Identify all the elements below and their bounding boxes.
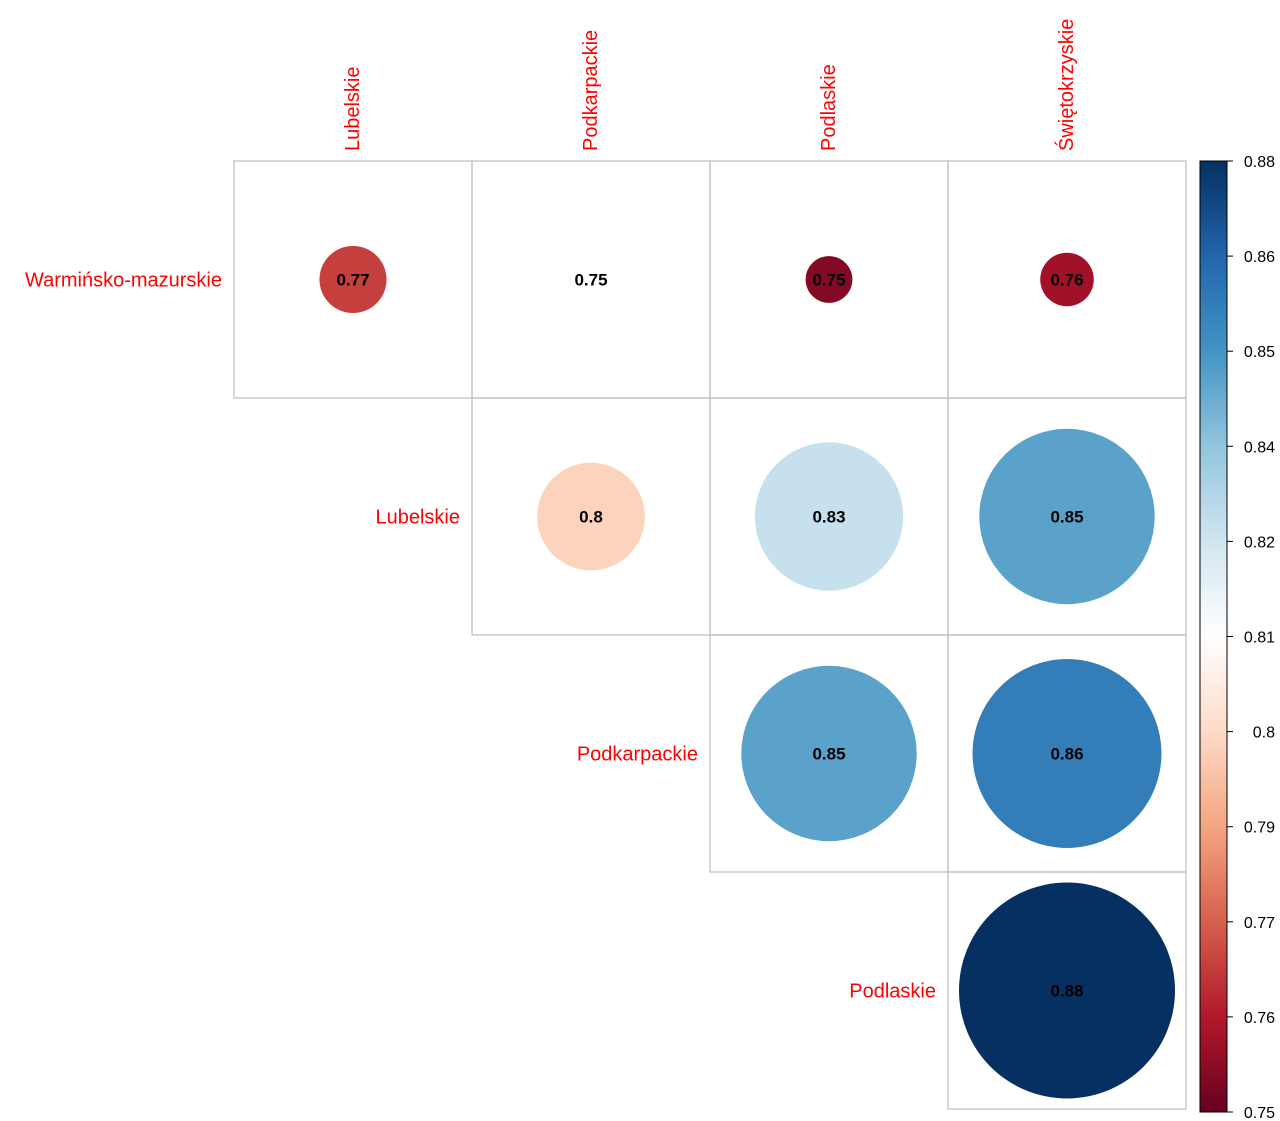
legend-tick-label: 0.79 <box>1244 820 1275 837</box>
value-label: 0.75 <box>574 271 607 290</box>
value-label: 0.83 <box>812 508 845 527</box>
legend-tick-label: 0.77 <box>1244 915 1275 932</box>
row-label: Warmińsko-mazurskie <box>25 270 222 292</box>
legend-tick-label: 0.8 <box>1253 725 1275 742</box>
value-label: 0.85 <box>1050 508 1083 527</box>
correlation-circle <box>805 256 853 303</box>
column-label: Lubelskie <box>342 66 364 151</box>
row-label: Lubelskie <box>375 507 460 529</box>
correlation-circle <box>537 462 645 571</box>
correlation-circle <box>741 665 917 842</box>
correlation-circle <box>1040 252 1094 307</box>
value-label: 0.85 <box>812 745 845 764</box>
cell-layer: 0.77 0.75 0.75 0.76 0.8 0.83 0.85 0.85 0.86 0.88 <box>233 160 1187 1110</box>
legend-tick-label: 0.85 <box>1244 344 1275 361</box>
value-label: 0.77 <box>336 271 369 290</box>
color-scale-bar <box>1199 160 1228 1113</box>
value-label: 0.8 <box>579 508 603 527</box>
row-labels: Warmińsko-mazurskie Lubelskie Podkarpackie… <box>25 270 936 1003</box>
cell-0-1: 0.75 <box>471 160 711 399</box>
column-labels: Lubelskie Podkarpackie Podlaskie Świętokrzy… <box>342 19 1078 151</box>
row-label: Podlaskie <box>849 981 936 1003</box>
correlation-circle <box>319 245 387 314</box>
color-legend: 0.75 0.76 0.77 0.79 0.8 0.81 0.82 0.84 0.85 0.86 0… <box>1199 154 1275 1121</box>
legend-tick-label: 0.82 <box>1244 534 1275 551</box>
legend-tick-label: 0.75 <box>1244 1105 1275 1121</box>
correlation-circle <box>959 882 1175 1099</box>
legend-tick-label: 0.86 <box>1244 249 1275 266</box>
cell-0-2: 0.75 <box>709 160 949 399</box>
value-label: 0.88 <box>1050 982 1083 1001</box>
row-label: Podkarpackie <box>577 744 698 766</box>
cell-2-2: 0.85 <box>709 634 949 873</box>
correlation-circle <box>972 659 1162 848</box>
correlation-circle <box>979 428 1155 605</box>
legend-tick-label: 0.88 <box>1244 154 1275 171</box>
column-label: Podkarpackie <box>580 30 602 151</box>
cell-0-0: 0.77 <box>233 160 473 399</box>
cell-2-3: 0.86 <box>947 634 1187 873</box>
cell-0-3: 0.76 <box>947 160 1187 399</box>
correlation-circle <box>754 442 904 591</box>
legend-tick-label: 0.76 <box>1244 1010 1275 1027</box>
value-label: 0.75 <box>812 271 845 290</box>
column-label: Podlaskie <box>818 64 840 151</box>
cell-border <box>947 871 1187 1110</box>
cell-1-1: 0.8 <box>471 397 711 636</box>
legend-tick-label: 0.81 <box>1244 630 1275 647</box>
column-label: Świętokrzyskie <box>1054 19 1078 151</box>
cell-1-3: 0.85 <box>947 397 1187 636</box>
value-label: 0.86 <box>1050 745 1083 764</box>
value-label: 0.76 <box>1050 271 1083 290</box>
legend-tick-label: 0.84 <box>1244 439 1275 456</box>
cell-3-3: 0.88 <box>947 871 1187 1110</box>
cell-1-2: 0.83 <box>709 397 949 636</box>
